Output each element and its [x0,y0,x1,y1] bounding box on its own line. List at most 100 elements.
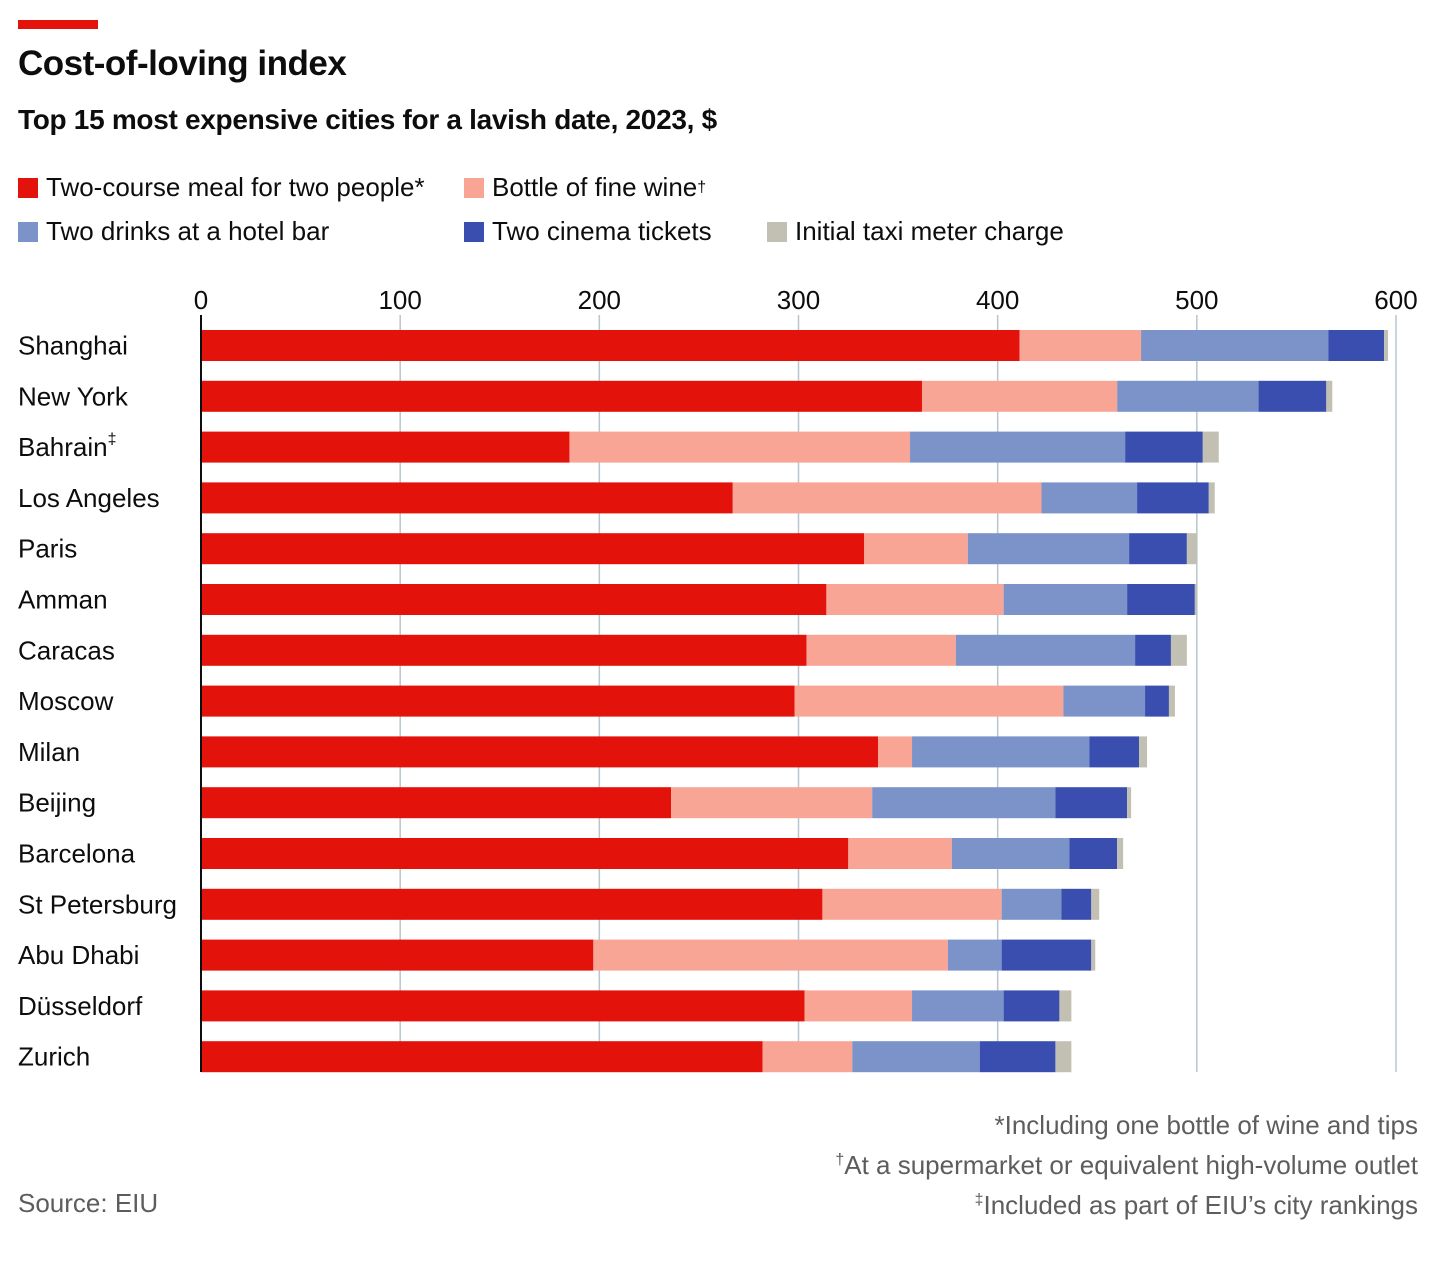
footnote-text: At a supermarket or equivalent high-volu… [844,1150,1418,1180]
bar-segment-0 [201,736,879,768]
footnote-marker: ‡ [974,1191,984,1209]
x-tick-label: 600 [1374,285,1417,315]
brand-red-bar [18,20,98,29]
bar-segment-3 [1125,431,1203,463]
x-tick-label: 300 [777,285,820,315]
category-label: Moscow [18,686,114,716]
bar-segment-3 [1137,482,1209,514]
bar-segment-0 [201,634,807,666]
bar-segment-2 [852,1041,980,1073]
bar-segment-3 [1003,990,1060,1022]
bar-segment-4 [1091,888,1100,920]
category-label-marker: ‡ [108,431,117,448]
x-tick-label: 500 [1175,285,1218,315]
bar-segment-4 [1208,482,1215,514]
category-label: Shanghai [18,331,128,361]
bar-segment-4 [1384,330,1389,361]
category-label: New York [18,381,129,411]
bar-segment-2 [1063,685,1146,717]
bar-segment-2 [1117,380,1259,412]
category-label: Caracas [18,635,115,665]
legend-label-wine-dagger: † [697,178,707,196]
bar-segment-2 [1001,888,1062,920]
footnote-text: *Including one bottle of wine and tips [994,1110,1418,1140]
footnote-marker: † [835,1151,845,1169]
bar-segment-3 [1089,736,1140,768]
bar-segment-4 [1326,380,1333,412]
bar-segment-3 [1135,634,1171,666]
legend-label-meal: Two-course meal for two people* [46,172,425,202]
footnote-supermarket: †At a supermarket or equivalent high-vol… [835,1150,1418,1181]
bar-segment-4 [1202,431,1219,463]
legend-swatch-hotel-bar [18,221,38,242]
bar-segment-3 [1061,888,1092,920]
bar-segment-4 [1091,939,1096,971]
x-tick-label: 200 [578,285,621,315]
bar-segment-4 [1186,533,1197,565]
legend-item-taxi: Initial taxi meter charge [767,216,1064,247]
category-label: Los Angeles [18,483,160,513]
category-label: Abu Dhabi [18,940,139,970]
bar-segment-2 [872,787,1056,819]
category-label: St Petersburg [18,889,177,919]
bar-segment-0 [201,482,733,514]
bar-segment-2 [955,634,1136,666]
category-label: Barcelona [18,839,136,869]
bar-segment-4 [1117,838,1124,869]
bar-segment-2 [912,736,1090,768]
x-tick-label: 100 [378,285,421,315]
bar-segment-2 [1003,584,1128,615]
bar-segment-0 [201,1041,763,1073]
chart-title: Cost-of-loving index [18,44,347,83]
bar-segment-0 [201,787,672,819]
legend-label-hotel-bar: Two drinks at a hotel bar [46,216,330,246]
legend-swatch-taxi [767,221,787,242]
bar-segment-1 [794,685,1064,717]
bar-segment-3 [1127,584,1195,615]
bar-segment-0 [201,330,1020,361]
bar-segment-1 [593,939,948,971]
bar-segment-1 [822,888,1002,920]
bar-segment-1 [569,431,911,463]
bar-segment-3 [1258,380,1327,412]
bar-segment-0 [201,685,795,717]
legend-swatch-cinema [464,221,484,242]
bar-segment-0 [201,990,805,1022]
legend-item-hotel-bar: Two drinks at a hotel bar [18,216,329,247]
bar-segment-0 [201,838,849,869]
bar-segment-3 [1069,838,1118,869]
legend-item-cinema: Two cinema tickets [464,216,712,247]
bar-segment-4 [1170,634,1187,666]
x-tick-label: 400 [976,285,1019,315]
source-note: Source: EIU [18,1188,159,1218]
category-label: Amman [18,585,108,615]
bar-segment-1 [1019,330,1142,361]
category-label: Milan [18,737,80,767]
bar-segment-2 [947,939,1002,971]
bar-segment-4 [1139,736,1148,768]
category-label: Beijing [18,788,96,818]
bar-segment-4 [1059,990,1072,1022]
category-label: Paris [18,534,77,564]
bar-segment-4 [1168,685,1175,717]
legend-item-meal: Two-course meal for two people* [18,172,425,203]
legend-label-taxi: Initial taxi meter charge [795,216,1064,246]
bar-segment-3 [1055,787,1128,819]
bar-segment-2 [910,431,1126,463]
bar-segment-2 [1141,330,1329,361]
bar-segment-0 [201,584,827,615]
bar-segment-0 [201,380,922,412]
legend-label-cinema: Two cinema tickets [492,216,712,246]
bar-segment-2 [951,838,1070,869]
bar-segment-3 [1328,330,1385,361]
bar-segment-1 [864,533,968,565]
legend-item-wine: Bottle of fine wine † [464,172,706,203]
bar-segment-0 [201,939,594,971]
bar-segment-1 [878,736,913,768]
bar-segment-3 [1129,533,1187,565]
bar-segment-0 [201,431,570,463]
bar-segment-0 [201,888,823,920]
bar-segment-1 [671,787,873,819]
bar-segment-4 [1127,787,1132,819]
